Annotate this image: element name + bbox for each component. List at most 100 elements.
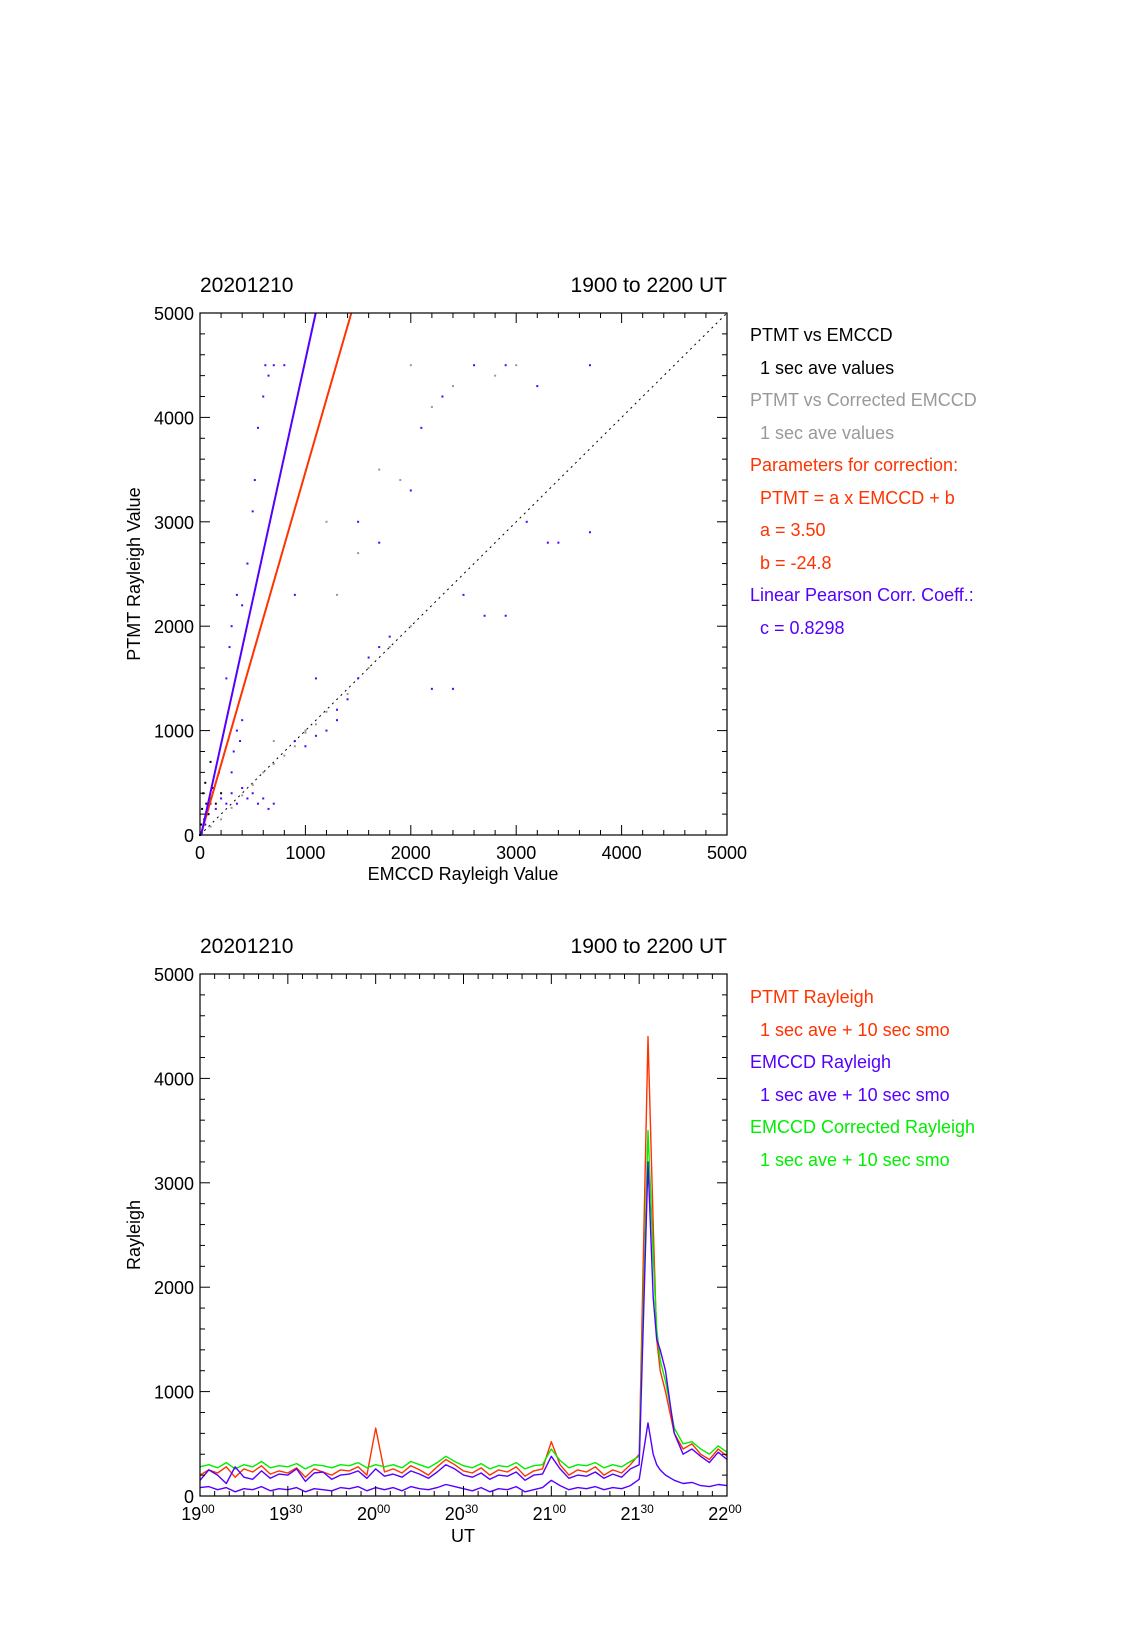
timeseries-title-right: 1900 to 2200 UT	[571, 935, 728, 958]
scatter-point	[409, 489, 412, 492]
scatter-point	[228, 646, 231, 649]
y-tick-label: 3000	[154, 1174, 194, 1194]
scatter-point	[483, 614, 486, 617]
scatter-point	[293, 740, 296, 743]
scatter-point	[200, 823, 203, 826]
x-tick-label: 2000	[391, 843, 431, 863]
scatter-point	[367, 666, 370, 669]
scatter-point	[207, 813, 210, 816]
scatter-point	[230, 625, 233, 628]
y-tick-label: 5000	[154, 965, 194, 985]
legend-entry: a = 3.50	[760, 520, 826, 540]
scatter-point	[336, 719, 339, 722]
legend-entry: c = 0.8298	[760, 617, 845, 638]
scatter-point	[205, 802, 208, 805]
scatter-point	[235, 729, 238, 732]
scatter-point	[388, 646, 391, 649]
x-tick-label: 5000	[707, 843, 747, 863]
reference-line-1-to-1	[199, 312, 728, 836]
scatter-point	[262, 797, 265, 800]
scatter-point	[230, 771, 233, 774]
x-tick-label: 2030	[445, 1502, 479, 1524]
scatter-title-left: 20201210	[200, 274, 293, 297]
scatter-point	[357, 520, 360, 523]
scatter-y-axis-label: PTMT Rayleigh Value	[124, 487, 144, 660]
scatter-point	[204, 823, 207, 826]
scatter-point	[204, 781, 207, 784]
scatter-point	[241, 787, 244, 790]
x-tick-label: 0	[195, 843, 205, 863]
timeseries-plot-area	[199, 1035, 728, 1493]
scatter-point	[293, 745, 296, 748]
scatter-point	[325, 710, 328, 713]
scatter-point	[256, 426, 259, 429]
y-tick-label: 0	[184, 1487, 194, 1507]
scatter-point	[504, 614, 507, 617]
scatter-point	[272, 364, 275, 367]
scatter-point	[462, 593, 465, 596]
scatter-plot-area	[199, 312, 728, 836]
scatter-point	[515, 364, 518, 367]
scatter-point	[232, 750, 235, 753]
legend-entry: 1 sec ave values	[760, 357, 895, 378]
timeseries-line	[199, 1129, 728, 1470]
scatter-point	[378, 468, 381, 471]
scatter-point	[367, 656, 370, 659]
scatter-point	[430, 687, 433, 690]
timeseries-title-left: 20201210	[200, 935, 293, 958]
scatter-point	[272, 740, 275, 743]
scatter-point	[304, 745, 307, 748]
scatter-frame	[199, 312, 728, 836]
scatter-point	[241, 794, 244, 797]
scatter-point	[262, 395, 265, 398]
y-tick-label: 1000	[154, 1383, 194, 1403]
scatter-point	[409, 625, 412, 628]
scatter-point	[214, 802, 217, 805]
scatter-point	[283, 754, 286, 757]
scatter-point	[325, 520, 328, 523]
legend-entry: Parameters for correction:	[750, 455, 959, 475]
scatter-point	[304, 729, 307, 732]
scatter-point	[388, 635, 391, 638]
scatter-point	[214, 807, 217, 810]
scatter-point	[557, 541, 560, 544]
scatter-point	[246, 562, 249, 565]
legend-entry: PTMT = a x EMCCD + b	[760, 487, 955, 508]
timeseries-panel: 20201210 1900 to 2200 UT 1900 1930 2000 203…	[124, 935, 742, 1546]
scatter-point	[272, 763, 275, 766]
scatter-point	[399, 479, 402, 482]
scatter-point	[235, 802, 238, 805]
scatter-point	[304, 731, 307, 734]
scatter-point	[220, 792, 223, 795]
scatter-point	[239, 740, 242, 743]
scatter-point	[430, 405, 433, 408]
y-tick-label: 4000	[154, 1069, 194, 1089]
fit-line	[199, 312, 353, 836]
scatter-point	[441, 395, 444, 398]
scatter-point	[314, 677, 317, 680]
scatter-point	[588, 364, 591, 367]
legend-entry: PTMT vs EMCCD	[750, 325, 893, 345]
x-tick-label: 4000	[602, 843, 642, 863]
scatter-point	[525, 520, 528, 523]
legend-entry: EMCCD Corrected Rayleigh	[750, 1117, 976, 1137]
scatter-point	[256, 802, 259, 805]
scatter-point	[230, 792, 233, 795]
scatter-point	[201, 807, 204, 810]
scatter-point	[246, 797, 249, 800]
scatter-point	[230, 806, 233, 809]
x-tick-label: 1000	[285, 843, 325, 863]
scatter-title-right: 1900 to 2200 UT	[571, 274, 728, 297]
scatter-point	[211, 787, 214, 790]
x-tick-label: 3000	[496, 843, 536, 863]
legend-entry: Linear Pearson Corr. Coeff.:	[750, 585, 974, 605]
y-tick-label: 5000	[154, 304, 194, 324]
timeseries-x-axis-label: UT	[451, 1526, 475, 1546]
scatter-panel: 20201210 1900 to 2200 UT 0 1000 2000 3000 40…	[124, 274, 747, 884]
scatter-point	[293, 593, 296, 596]
legend-entry: PTMT Rayleigh	[750, 987, 874, 1007]
scatter-point	[451, 385, 454, 388]
scatter-point	[336, 708, 339, 711]
scatter-point	[409, 364, 412, 367]
scatter-point	[220, 818, 223, 821]
